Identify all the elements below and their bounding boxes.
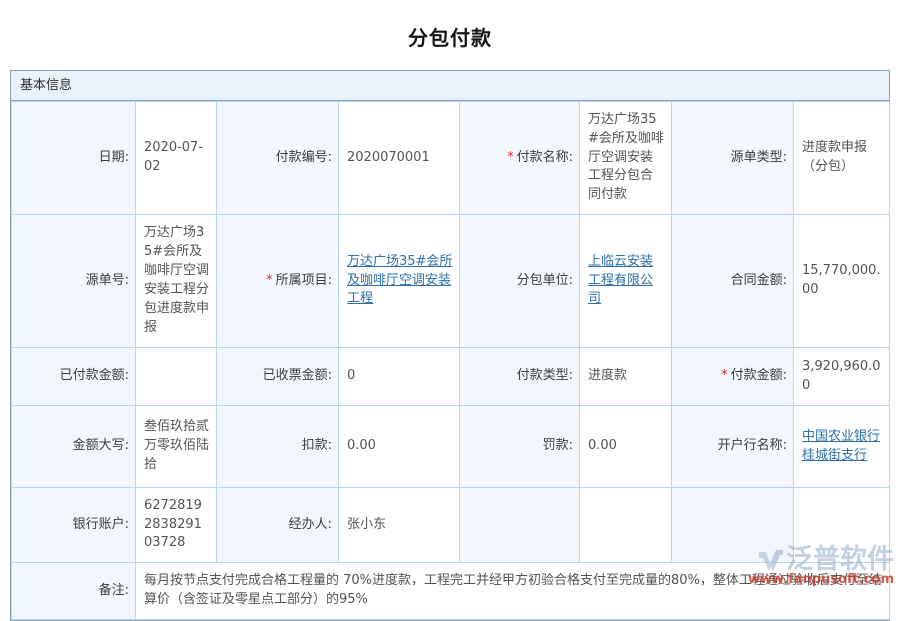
- field-value-cell: 6272819283829103728: [135, 487, 217, 563]
- field-label-cell: 银行账户:: [11, 487, 136, 563]
- field-label-cell: * 所属项目:: [216, 214, 339, 348]
- field-label: 已收票金额:: [262, 368, 332, 384]
- field-value: 15,770,000.00: [802, 263, 881, 297]
- payment-form-table: 日期: 2020-07-02 付款编号: 2020070001 * 付款名称: 万达广场35…: [11, 101, 890, 620]
- field-value: 0.00: [588, 438, 617, 454]
- field-label: 经办人:: [288, 516, 332, 532]
- required-asterisk: *: [721, 368, 728, 384]
- field-label-cell: 分包单位:: [459, 214, 580, 348]
- field-value-cell: 2020-07-02: [135, 101, 217, 215]
- field-label-cell: [671, 487, 794, 563]
- field-label: 日期:: [98, 149, 129, 165]
- basic-info-panel: 基本信息 日期: 2020-07-02 付款编号: 2020070001 * 付款名称: 万…: [10, 70, 890, 621]
- field-label: 金额大写:: [72, 438, 129, 454]
- field-label-cell: 付款编号:: [216, 101, 339, 215]
- page-title: 分包付款: [408, 26, 492, 50]
- field-label-cell: 源单类型:: [671, 101, 794, 215]
- field-label: 付款编号:: [275, 149, 332, 165]
- field-label-cell: 付款类型:: [459, 347, 580, 406]
- field-value-cell: 3,920,960.00: [793, 347, 890, 406]
- form-row: 已付款金额: 已收票金额: 0 付款类型: 进度款 * 付款金额: 3,920,960.00: [11, 347, 890, 406]
- field-value-cell: 0: [338, 347, 460, 406]
- remark-label-cell: 备注:: [11, 562, 136, 620]
- required-asterisk: *: [507, 149, 514, 165]
- field-label-cell: 日期:: [11, 101, 136, 215]
- field-label-cell: 源单号:: [11, 214, 136, 348]
- field-value-cell: 张小东: [338, 487, 460, 563]
- field-value: 张小东: [347, 516, 387, 532]
- field-value: 3,920,960.00: [802, 358, 881, 393]
- field-label-cell: 合同金额:: [671, 214, 794, 348]
- remark-row: 备注: 每月按节点支付完成合格工程量的 70%进度款，工程完工并经甲方初验合格支…: [11, 562, 890, 620]
- field-value-cell: 进度款申报（分包）: [793, 101, 890, 215]
- form-row: 银行账户: 6272819283829103728 经办人: 张小东: [11, 487, 890, 563]
- remark-value-cell: 每月按节点支付完成合格工程量的 70%进度款，工程完工并经甲方初验合格支付至完成…: [135, 562, 890, 620]
- field-label: 银行账户:: [72, 516, 129, 532]
- form-row: 日期: 2020-07-02 付款编号: 2020070001 * 付款名称: 万达广场35…: [11, 101, 890, 215]
- field-label: 付款名称:: [516, 149, 573, 165]
- field-value-link[interactable]: 万达广场35#会所及咖啡厅空调安装工程: [347, 253, 453, 307]
- form-table-body: 日期: 2020-07-02 付款编号: 2020070001 * 付款名称: 万达广场35…: [11, 101, 890, 620]
- field-value-cell: 万达广场35#会所及咖啡厅空调安装工程: [338, 214, 460, 348]
- field-label: 已付款金额:: [59, 368, 129, 384]
- field-value: 2020070001: [347, 149, 430, 165]
- field-value: 叁佰玖拾贰万零玖佰陆拾: [144, 419, 210, 472]
- field-label-cell: 罚款:: [459, 405, 580, 488]
- field-label: 付款金额:: [730, 368, 787, 384]
- field-label: 合同金额:: [730, 272, 787, 288]
- field-label: 扣款:: [301, 438, 332, 454]
- field-value: 进度款申报（分包）: [802, 140, 868, 174]
- field-value-cell: 0.00: [338, 405, 460, 488]
- field-value: 0: [347, 368, 356, 384]
- field-label-cell: 扣款:: [216, 405, 339, 488]
- field-label-cell: * 付款名称:: [459, 101, 580, 215]
- field-value-cell: [793, 487, 890, 563]
- field-value-cell: 2020070001: [338, 101, 460, 215]
- field-label-cell: 经办人:: [216, 487, 339, 563]
- required-asterisk: *: [266, 272, 273, 288]
- field-label-cell: 开户行名称:: [671, 405, 794, 488]
- field-value: 0.00: [347, 438, 376, 454]
- field-label-cell: 已付款金额:: [11, 347, 136, 406]
- field-value: 6272819283829103728: [144, 497, 202, 551]
- field-label: 开户行名称:: [717, 438, 787, 454]
- field-value-cell: 中国农业银行桂城街支行: [793, 405, 890, 488]
- field-label: 分包单位:: [516, 272, 573, 288]
- field-label: 所属项目:: [275, 272, 332, 288]
- field-label: 备注:: [98, 582, 129, 598]
- field-value-cell: 0.00: [579, 405, 672, 488]
- field-value-link[interactable]: 上临云安装工程有限公司: [588, 253, 654, 307]
- form-row: 源单号: 万达广场35#会所及咖啡厅空调安装工程分包进度款申报 * 所属项目: 万达广场…: [11, 214, 890, 348]
- field-label-cell: * 付款金额:: [671, 347, 794, 406]
- field-label: 罚款:: [542, 438, 573, 454]
- field-value: 2020-07-02: [144, 140, 204, 174]
- field-value-link[interactable]: 中国农业银行桂城街支行: [802, 428, 881, 463]
- field-value: 万达广场35#会所及咖啡厅空调安装工程分包合同付款: [588, 111, 664, 203]
- field-value-cell: [579, 487, 672, 563]
- form-row: 金额大写: 叁佰玖拾贰万零玖佰陆拾 扣款: 0.00 罚款: 0.00 开户行名称: 中国农业…: [11, 405, 890, 488]
- field-value: 进度款: [588, 368, 628, 384]
- field-value-cell: [135, 347, 217, 406]
- field-label: 付款类型:: [516, 368, 573, 384]
- field-value-cell: 万达广场35#会所及咖啡厅空调安装工程分包合同付款: [579, 101, 672, 215]
- field-value-cell: 万达广场35#会所及咖啡厅空调安装工程分包进度款申报: [135, 214, 217, 348]
- field-value-cell: 进度款: [579, 347, 672, 406]
- field-value: 每月按节点支付完成合格工程量的 70%进度款，工程完工并经甲方初验合格支付至完成…: [144, 573, 882, 607]
- field-value-cell: 15,770,000.00: [793, 214, 890, 348]
- field-label-cell: 已收票金额:: [216, 347, 339, 406]
- field-label-cell: [459, 487, 580, 563]
- field-value-cell: 上临云安装工程有限公司: [579, 214, 672, 348]
- field-label: 源单类型:: [730, 149, 787, 165]
- panel-header: 基本信息: [11, 71, 889, 101]
- field-value-cell: 叁佰玖拾贰万零玖佰陆拾: [135, 405, 217, 488]
- field-value: 万达广场35#会所及咖啡厅空调安装工程分包进度款申报: [144, 225, 210, 335]
- field-label: 源单号:: [85, 272, 129, 288]
- field-label-cell: 金额大写:: [11, 405, 136, 488]
